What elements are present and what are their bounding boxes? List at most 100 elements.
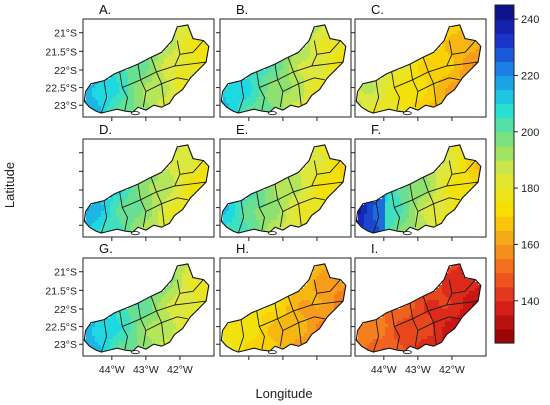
value-cell	[203, 43, 207, 47]
value-cell	[185, 49, 189, 53]
value-cell	[388, 100, 392, 104]
value-cell	[286, 315, 290, 319]
value-cell	[137, 336, 141, 340]
state-outline	[220, 24, 347, 114]
value-cell	[131, 109, 135, 113]
value-cell	[310, 70, 314, 74]
value-cell	[319, 184, 323, 188]
value-cell	[301, 202, 305, 206]
value-cell	[265, 306, 269, 310]
value-cell	[95, 100, 99, 104]
value-cell	[149, 315, 153, 319]
value-cell	[325, 187, 329, 191]
value-cell	[451, 202, 455, 206]
value-cell	[436, 82, 440, 86]
value-cell	[280, 223, 284, 227]
value-cell	[298, 229, 302, 233]
value-cell	[226, 223, 230, 227]
value-cell	[125, 211, 129, 215]
value-cell	[191, 181, 195, 185]
value-cell	[185, 279, 189, 283]
value-cell	[262, 97, 266, 101]
value-cell	[340, 282, 344, 286]
value-cell	[167, 58, 171, 62]
value-cell	[469, 55, 473, 59]
value-cell	[125, 97, 129, 101]
value-cell	[370, 220, 374, 224]
value-cell	[158, 94, 162, 98]
value-cell	[179, 76, 183, 80]
value-cell	[286, 318, 290, 322]
value-cell	[170, 318, 174, 322]
value-cell	[271, 76, 275, 80]
value-cell	[283, 184, 287, 188]
value-cell	[238, 202, 242, 206]
value-cell	[170, 342, 174, 346]
value-cell	[194, 175, 198, 179]
value-cell	[176, 55, 180, 59]
value-cell	[397, 190, 401, 194]
value-cell	[256, 223, 260, 227]
value-cell	[415, 61, 419, 65]
value-cell	[466, 178, 470, 182]
value-cell	[298, 61, 302, 65]
value-cell	[167, 100, 171, 104]
value-cell	[385, 208, 389, 212]
value-cell	[235, 94, 239, 98]
value-cell	[397, 217, 401, 221]
value-cell	[271, 103, 275, 107]
value-cell	[295, 82, 299, 86]
value-cell	[116, 339, 120, 343]
value-cell	[439, 73, 443, 77]
value-cell	[170, 49, 174, 53]
value-cell	[140, 97, 144, 101]
value-cell	[433, 85, 437, 89]
value-cell	[137, 88, 141, 92]
value-cell	[125, 351, 129, 353]
value-cell	[409, 196, 413, 200]
value-cell	[424, 181, 428, 185]
value-cell	[379, 208, 383, 212]
value-cell	[322, 76, 326, 80]
value-cell	[445, 55, 449, 59]
value-cell	[149, 327, 153, 331]
value-cell	[107, 85, 111, 89]
value-cell	[200, 282, 204, 286]
value-cell	[110, 226, 114, 230]
value-cell	[92, 324, 96, 328]
value-cell	[140, 220, 144, 224]
value-cell	[131, 199, 135, 203]
value-cell	[161, 300, 165, 304]
value-cell	[134, 330, 138, 334]
value-cell	[313, 169, 317, 173]
value-cell	[391, 97, 395, 101]
value-cell	[388, 112, 392, 114]
value-cell	[98, 342, 102, 346]
value-cell	[274, 85, 278, 89]
value-cell	[265, 205, 269, 209]
value-cell	[427, 202, 431, 206]
value-cell	[164, 217, 168, 221]
value-cell	[158, 220, 162, 224]
value-cell	[448, 190, 452, 194]
value-cell	[454, 34, 458, 38]
value-cell	[439, 46, 443, 50]
value-cell	[250, 318, 254, 322]
value-cell	[331, 309, 335, 313]
value-cell	[304, 300, 308, 304]
value-cell	[472, 190, 476, 194]
value-cell	[170, 181, 174, 185]
value-cell	[277, 193, 281, 197]
value-cell	[143, 184, 147, 188]
value-cell	[176, 70, 180, 74]
value-cell	[125, 208, 129, 212]
value-cell	[286, 88, 290, 92]
value-cell	[122, 321, 126, 325]
value-cell	[188, 73, 192, 77]
value-cell	[173, 40, 177, 44]
value-cell	[301, 309, 305, 313]
value-cell	[176, 67, 180, 71]
value-cell	[131, 187, 135, 191]
value-cell	[442, 88, 446, 92]
value-cell	[110, 85, 114, 89]
